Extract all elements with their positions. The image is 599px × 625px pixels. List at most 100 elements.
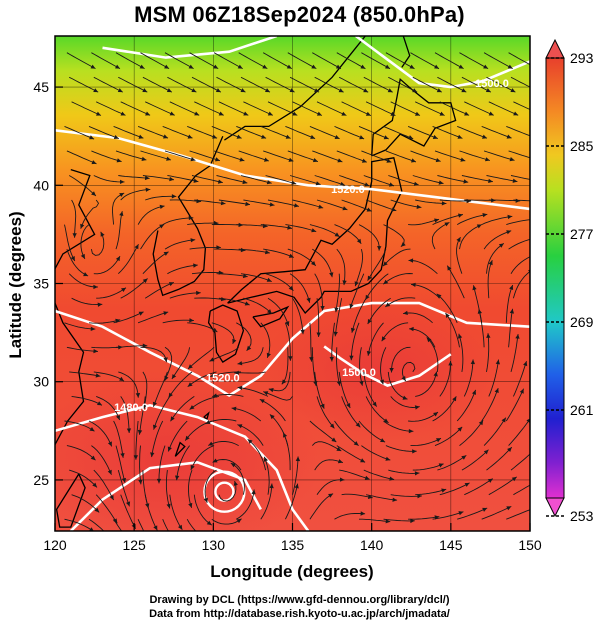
streamline: [168, 371, 193, 398]
streamline-arrow: [309, 357, 314, 362]
streamline: [194, 101, 224, 116]
streamline: [390, 101, 421, 116]
streamline: [445, 312, 460, 348]
streamline-arrow: [509, 308, 514, 314]
streamline-arrow: [412, 449, 417, 454]
streamline: [488, 476, 517, 496]
streamline: [187, 371, 217, 388]
streamline: [488, 199, 521, 202]
streamline: [410, 150, 441, 162]
streamline: [412, 463, 444, 471]
streamline: [237, 386, 269, 397]
streamline-arrow: [261, 134, 267, 139]
streamline-arrow: [411, 282, 416, 287]
streamline: [167, 76, 197, 93]
streamline: [359, 518, 391, 523]
streamline-arrow: [220, 201, 226, 206]
streamline-arrow: [365, 111, 371, 116]
streamline: [64, 224, 76, 262]
x-tick-label: 145: [439, 537, 463, 553]
streamline: [437, 76, 467, 93]
streamline: [363, 469, 395, 480]
streamline: [218, 199, 251, 206]
y-axis-label: Latitude (degrees): [6, 211, 25, 358]
streamline: [363, 371, 378, 407]
streamline-arrow: [171, 194, 177, 199]
streamline: [456, 236, 463, 274]
streamline: [96, 287, 127, 299]
streamline-arrow: [139, 64, 145, 69]
streamline: [91, 52, 121, 69]
streamline-arrow: [365, 294, 370, 300]
streamline: [93, 469, 114, 501]
x-axis-label: Longitude (degrees): [210, 562, 373, 581]
streamline: [339, 469, 370, 480]
streamline-arrow: [389, 182, 394, 187]
streamline: [213, 52, 243, 69]
streamline: [88, 518, 105, 531]
streamline: [120, 396, 130, 434]
streamline-arrow: [356, 238, 362, 244]
streamline-arrow: [336, 380, 341, 386]
streamline-arrow: [364, 182, 370, 187]
streamline-arrow: [461, 455, 467, 460]
streamline-arrow: [262, 64, 268, 69]
coastlines: [55, 36, 457, 528]
streamline-arrow: [166, 503, 171, 509]
streamline: [314, 459, 344, 471]
streamline-arrow: [533, 217, 538, 221]
streamline-arrow: [212, 327, 218, 332]
streamline-arrow: [478, 420, 484, 426]
streamline-arrow: [120, 111, 126, 116]
streamline: [311, 441, 342, 452]
streamline-arrow: [367, 275, 372, 281]
streamline-arrow: [463, 179, 469, 184]
streamline-arrow: [383, 261, 388, 267]
streamline: [505, 388, 525, 422]
y-tick-label: 25: [33, 472, 49, 488]
streamline: [113, 311, 144, 324]
streamline-arrow: [142, 88, 148, 93]
x-tick-label: 120: [43, 537, 67, 553]
streamline: [260, 224, 293, 229]
streamline: [334, 125, 365, 140]
streamline-arrow: [93, 88, 99, 93]
x-tick-label: 140: [360, 537, 384, 553]
streamline: [90, 231, 105, 256]
streamline-arrow: [287, 225, 292, 230]
streamline: [205, 418, 237, 425]
streamline: [153, 396, 171, 430]
streamline: [190, 445, 215, 471]
streamline-arrow: [292, 111, 298, 116]
streamline: [510, 256, 530, 274]
streamline: [508, 238, 530, 250]
streamline-arrow: [145, 187, 151, 192]
streamline-arrow: [485, 157, 490, 162]
streamline-arrow: [533, 236, 538, 240]
streamline: [403, 312, 433, 324]
streamline-arrow: [145, 503, 150, 509]
streamline-arrow: [444, 222, 450, 227]
streamline: [171, 347, 191, 380]
streamline-arrow: [540, 199, 545, 203]
streamline-arrow: [366, 351, 371, 356]
streamline: [437, 455, 467, 471]
streamline: [230, 462, 245, 495]
streamline-arrow: [436, 293, 442, 299]
streamline-arrow: [306, 297, 311, 303]
streamline-arrow: [188, 364, 193, 369]
streamline: [336, 150, 367, 163]
streamline: [367, 248, 387, 281]
streamline-arrow: [531, 135, 536, 139]
streamline-arrow: [216, 245, 221, 250]
streamline-arrow: [335, 64, 341, 69]
streamline: [483, 52, 513, 69]
coastline-kyushu: [207, 304, 245, 363]
streamline-arrow: [281, 379, 287, 385]
streamline-arrow: [237, 424, 243, 429]
streamline: [434, 52, 464, 69]
streamline-arrow: [185, 435, 190, 441]
streamline: [265, 175, 297, 185]
streamline: [263, 150, 294, 162]
streamline-arrow: [452, 396, 457, 402]
